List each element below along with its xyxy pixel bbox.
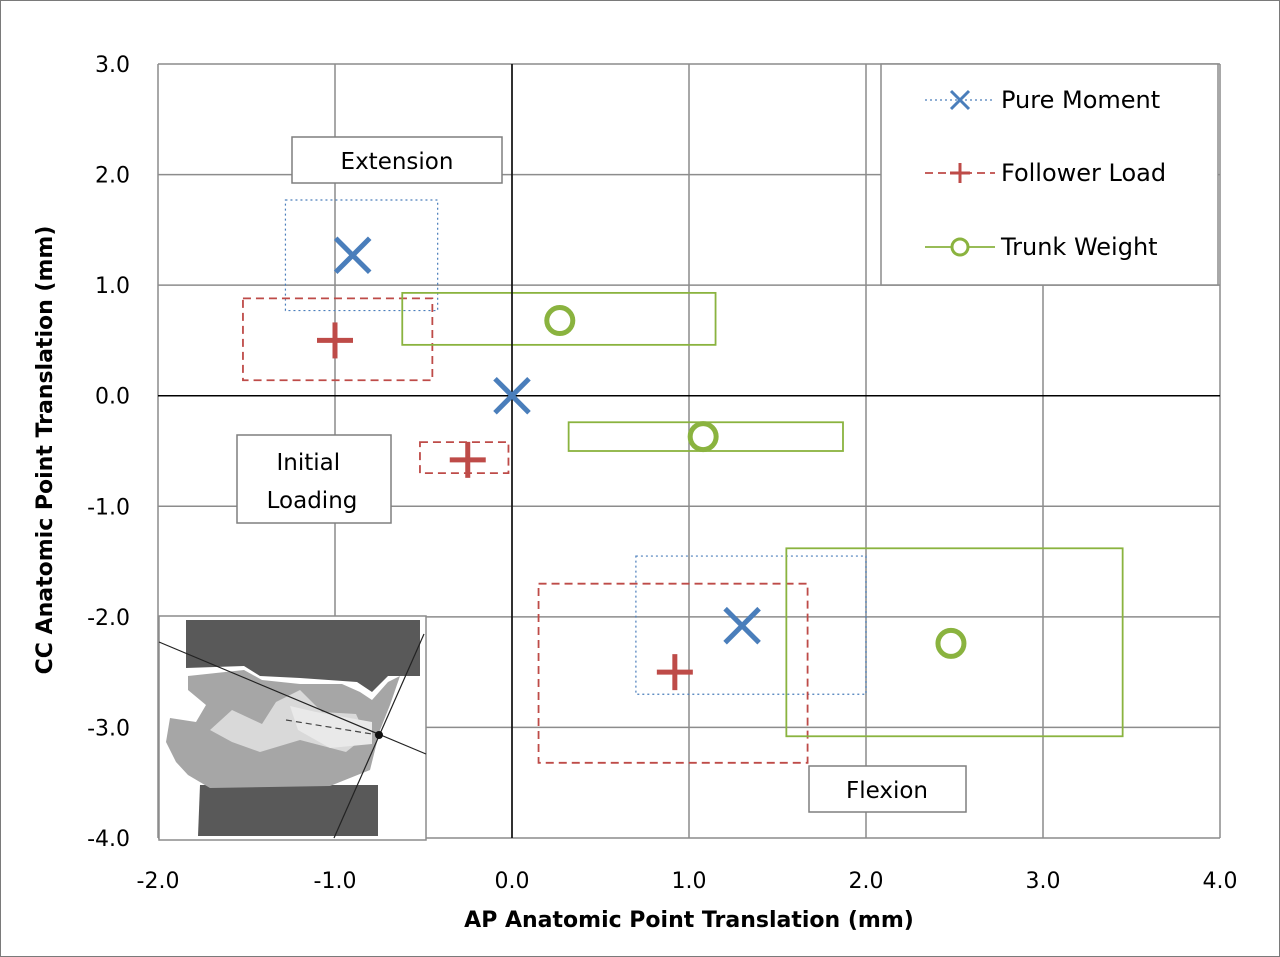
annotation-extension: Extension [291,136,503,184]
x-tick-label: -1.0 [314,869,357,894]
pure-moment-point [333,236,372,275]
pure-moment-range-box [284,199,439,312]
y-tick-label: 0.0 [95,385,130,410]
range-boxes [242,199,1124,764]
y-tick-label: 2.0 [95,164,130,189]
follower-load-point [317,322,353,359]
pure-moment-range-box [635,555,867,695]
annotation-initial-loading: Initial Loading [236,434,392,524]
trunk-weight-point [935,627,967,659]
x-tick-label: 1.0 [672,869,707,894]
annotation-flexion: Flexion [808,765,967,813]
annotation-initial-loading-text: Initial Loading [267,450,358,514]
inset-illustration [158,615,427,841]
legend-marker-pure-moment [949,89,971,111]
annotation-extension-text: Extension [341,149,454,175]
legend-label-pure-moment: Pure Moment [1001,86,1160,114]
annotation-flexion-text: Flexion [846,778,928,804]
pure-moment-point [493,376,531,415]
legend-marker-trunk-weight [950,237,970,257]
x-tick-label: 2.0 [849,869,884,894]
legend-marker-follower-load [950,163,970,183]
follower-load-range-box [419,441,510,475]
trunk-weight-range-box [401,291,717,346]
x-tick-label: 4.0 [1203,869,1238,894]
trunk-weight-point [687,421,719,453]
x-axis-title: AP Anatomic Point Translation (mm) [464,908,914,933]
pure-moment-point [723,606,761,645]
follower-load-point [449,441,486,478]
tick-labels: -2.0 -1.0 0.0 1.0 2.0 3.0 4.0 3.0 2.0 1.0 0.0 -1.0 -… [87,53,1237,894]
trunk-weight-range-box [567,421,844,452]
trunk-weight-point [544,305,576,337]
x-tick-label: -2.0 [137,869,180,894]
y-tick-label: 1.0 [95,274,130,299]
data-markers [317,236,967,691]
y-tick-label: -4.0 [87,827,130,852]
follower-load-range-box [537,582,809,764]
y-tick-label: -1.0 [87,495,130,520]
legend: Pure Moment Follower Load Trunk Weight [880,63,1219,286]
y-tick-label: -3.0 [87,716,130,741]
legend-label-trunk-weight: Trunk Weight [1000,233,1158,261]
trunk-weight-range-box [785,547,1124,738]
y-tick-label: -2.0 [87,606,130,631]
y-tick-label: 3.0 [95,53,130,78]
follower-load-range-box [242,297,434,382]
x-tick-label: 0.0 [495,869,530,894]
x-tick-label: 3.0 [1026,869,1061,894]
zero-axis-lines [158,64,1220,838]
y-axis-title: CC Anatomic Point Translation (mm) [33,226,58,675]
legend-label-follower-load: Follower Load [1001,159,1166,187]
follower-load-point [656,654,693,691]
